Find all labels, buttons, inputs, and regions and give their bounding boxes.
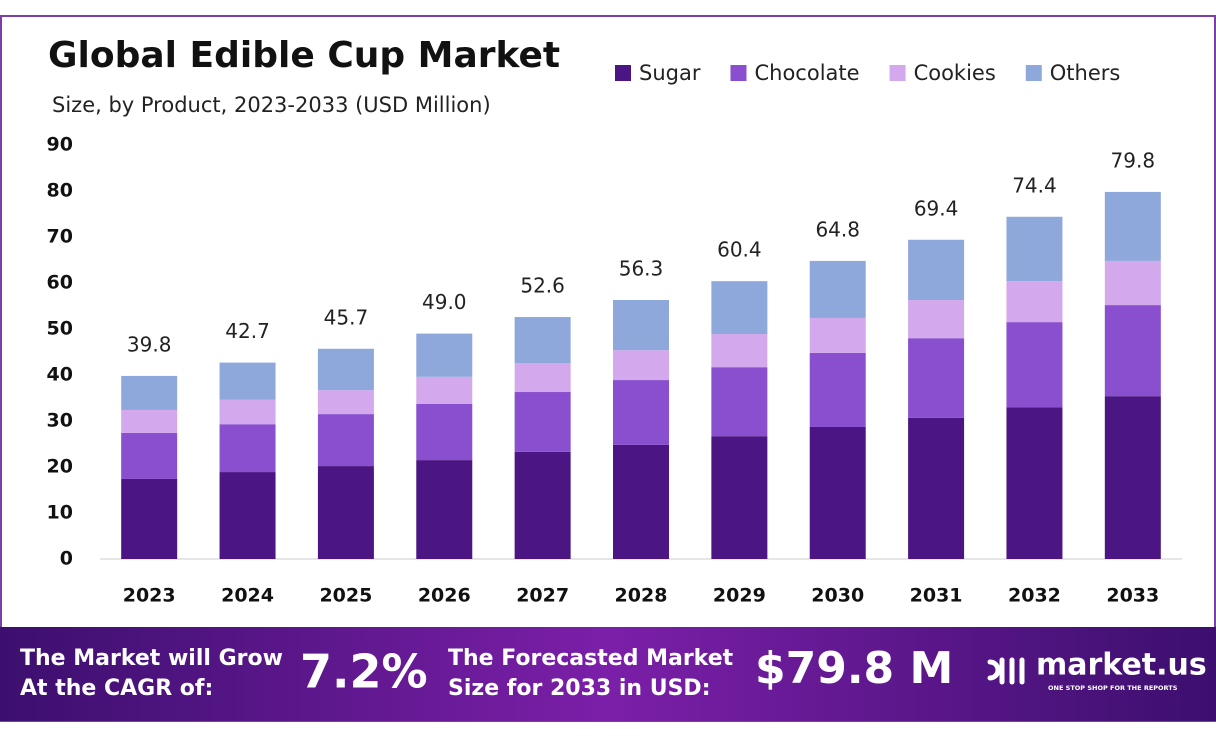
bar-segment — [416, 460, 473, 559]
y-tick-label: 80 — [47, 180, 73, 202]
bar-segment — [908, 300, 965, 339]
tagline: ONE STOP SHOP FOR THE REPORTS — [1048, 684, 1178, 692]
legend-label: Sugar — [639, 61, 701, 85]
bar-segment — [317, 390, 374, 415]
bar-segment — [1006, 216, 1063, 282]
bar-segment — [219, 362, 276, 400]
total-label: 39.8 — [127, 332, 172, 356]
legend-label: Chocolate — [754, 61, 859, 85]
bar-segment — [317, 414, 374, 467]
bar-segment — [416, 333, 473, 377]
bar-segment — [514, 392, 571, 452]
bar-segment — [908, 417, 965, 559]
y-tick-label: 0 — [60, 548, 73, 570]
legend-swatch — [1025, 65, 1042, 81]
y-tick-label: 70 — [47, 226, 73, 248]
legend-swatch — [615, 65, 631, 81]
cagr-value: 7.2% — [300, 645, 428, 699]
x-tick-label: 2031 — [910, 585, 963, 607]
total-label: 74.4 — [1012, 173, 1057, 197]
bar-segment — [711, 436, 768, 559]
logo: market.us — [1036, 648, 1207, 683]
bar-segment — [317, 466, 374, 559]
legend-label: Cookies — [914, 61, 996, 85]
logo-icon — [987, 657, 1025, 685]
bar-segment — [121, 375, 178, 410]
bar-segment — [416, 403, 473, 461]
y-tick-label: 40 — [47, 364, 73, 386]
bar-segment — [121, 478, 178, 559]
bar-segment — [908, 338, 965, 418]
bar-segment — [514, 451, 571, 559]
x-tick-label: 2025 — [319, 585, 372, 607]
total-label: 79.8 — [1111, 148, 1156, 172]
legend-label: Others — [1050, 61, 1121, 85]
banner-text: The Market will Grow At the CAGR of: 7.2… — [20, 643, 1207, 701]
y-tick-label: 30 — [47, 410, 73, 432]
bar-segment — [317, 348, 374, 391]
forecast-line1: The Forecasted Market — [448, 646, 734, 671]
banner — [0, 627, 1216, 721]
cagr-line1: The Market will Grow — [20, 646, 283, 671]
total-label: 56.3 — [619, 257, 664, 281]
bar-segment — [613, 444, 669, 559]
y-tick-label: 50 — [47, 318, 73, 340]
total-label: 45.7 — [324, 305, 369, 329]
bar-segment — [219, 472, 276, 559]
bar-segment — [219, 424, 276, 473]
y-tick-label: 10 — [47, 502, 73, 524]
x-tick-label: 2028 — [615, 585, 668, 607]
y-tick-label: 60 — [47, 272, 73, 294]
legend-swatch — [889, 65, 906, 81]
bar-segment — [1006, 407, 1063, 559]
bar-segment — [1104, 191, 1161, 261]
bar-segment — [416, 376, 473, 404]
bar-segment — [809, 260, 866, 318]
bar-segment — [711, 367, 768, 437]
bar-segment — [1006, 281, 1063, 323]
total-label: 42.7 — [225, 319, 270, 343]
total-label: 49.0 — [422, 290, 467, 314]
legend-swatch — [730, 65, 747, 81]
forecast-value: $79.8 M — [755, 643, 953, 694]
bar-segment — [219, 399, 276, 425]
bar-segment — [514, 317, 571, 364]
chart-subtitle: Size, by Product, 2023-2033 (USD Million… — [52, 93, 491, 117]
bar-segment — [711, 334, 768, 368]
x-tick-label: 2030 — [811, 585, 864, 607]
bar-segment — [1006, 322, 1063, 408]
y-tick-label: 20 — [47, 456, 73, 478]
x-tick-label: 2023 — [123, 585, 176, 607]
bar-segment — [711, 281, 768, 335]
x-tick-label: 2027 — [516, 585, 569, 607]
bar-segment — [1104, 396, 1161, 559]
bar-segment — [514, 363, 571, 393]
forecast-line2: Size for 2033 in USD: — [448, 676, 711, 701]
chart-title: Global Edible Cup Market — [48, 35, 560, 76]
bar-segment — [908, 239, 965, 301]
total-label: 60.4 — [717, 238, 762, 262]
bar-segment — [809, 426, 866, 559]
bar-segment — [1104, 305, 1161, 397]
bar-segment — [121, 432, 178, 479]
x-tick-label: 2029 — [713, 585, 766, 607]
x-tick-label: 2026 — [418, 585, 471, 607]
bar-segment — [121, 409, 178, 433]
total-label: 52.6 — [520, 274, 565, 298]
bar-segment — [809, 352, 866, 427]
bar-segment — [809, 317, 866, 353]
x-tick-label: 2032 — [1008, 585, 1061, 607]
bar-segment — [1104, 260, 1161, 306]
bar-segment — [613, 380, 669, 445]
cagr-line2: At the CAGR of: — [20, 676, 213, 701]
bar-segment — [613, 350, 669, 381]
total-label: 64.8 — [815, 217, 860, 241]
x-tick-label: 2033 — [1106, 585, 1159, 607]
total-label: 69.4 — [914, 196, 959, 220]
bar-segment — [613, 300, 669, 351]
x-tick-label: 2024 — [221, 585, 274, 607]
y-tick-label: 90 — [47, 134, 73, 156]
